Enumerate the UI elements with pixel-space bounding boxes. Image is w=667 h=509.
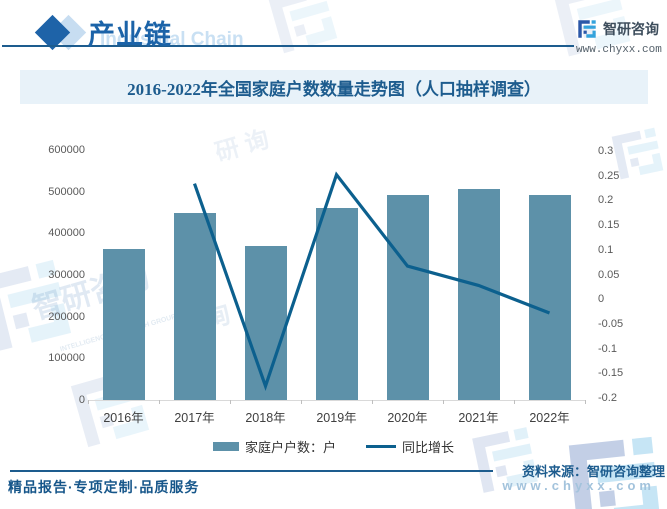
- left-axis-tick-label: 100000: [48, 352, 85, 365]
- right-axis-tick-label: 0: [598, 293, 605, 306]
- category-label: 2017年: [174, 411, 215, 425]
- legend-item: 同比增长: [366, 437, 454, 456]
- footer-divider: [10, 470, 493, 472]
- brand-block: 智研咨询 www.chyxx.com: [576, 18, 666, 56]
- right-axis-tick-label: -0.15: [598, 367, 624, 380]
- bar: [244, 246, 287, 400]
- left-axis-tick-label: 200000: [48, 310, 85, 323]
- x-axis-line: [88, 400, 585, 401]
- brand-url: www.chyxx.com: [576, 44, 662, 56]
- left-axis-tick-label: 600000: [48, 144, 85, 156]
- x-axis-tick: [585, 400, 586, 404]
- right-axis-tick-label: 0.25: [598, 169, 620, 182]
- left-axis-tick-label: 300000: [48, 269, 85, 281]
- legend-item: 家庭户户数：户: [212, 437, 336, 456]
- left-axis-tick-label: 500000: [48, 185, 85, 198]
- left-axis-tick-label: 400000: [48, 227, 85, 240]
- chart-title-band: 2016-2022年全国家庭户数数量走势图（人口抽样调查）: [20, 70, 648, 104]
- category-label: 2018年: [245, 411, 286, 425]
- x-axis-tick: [514, 400, 515, 404]
- legend-label: 同比增长: [402, 440, 455, 455]
- header-divider: [2, 45, 574, 47]
- x-axis-tick: [301, 400, 302, 404]
- bar: [173, 213, 216, 400]
- right-axis-tick-label: 0.1: [598, 243, 614, 256]
- x-axis-tick: [372, 400, 373, 404]
- right-axis-tick-label: 0.05: [598, 268, 620, 281]
- footer-url: www.chyxx.com: [502, 478, 655, 493]
- bar: [528, 194, 571, 400]
- chart-legend: 家庭户户数：户 同比增长: [0, 437, 667, 456]
- x-axis-tick: [159, 400, 160, 404]
- section-subtitle: Industrial Chain: [100, 29, 244, 50]
- x-axis-tick: [443, 400, 444, 404]
- footer-slogan: 精品报告·专项定制·品质服务: [8, 479, 200, 495]
- right-axis-tick-label: -0.2: [598, 392, 617, 404]
- bar: [457, 188, 500, 400]
- legend-label: 家庭户户数：户: [244, 440, 336, 455]
- right-axis-tick-label: -0.1: [598, 342, 617, 355]
- legend-bar-swatch: [212, 442, 239, 451]
- bar: [102, 248, 145, 400]
- category-label: 2019年: [316, 411, 357, 425]
- right-axis-tick-label: 0.3: [598, 145, 614, 157]
- footer-source: 资料来源：智研咨询整理: [521, 464, 665, 479]
- right-axis-tick-label: 0.15: [598, 219, 620, 232]
- x-axis-tick: [230, 400, 231, 404]
- category-label: 2022年: [529, 411, 570, 425]
- section-title: 产业链: [88, 20, 172, 50]
- category-label: 2021年: [458, 411, 499, 425]
- left-axis-tick-label: 0: [78, 394, 85, 406]
- category-label: 2016年: [103, 411, 144, 425]
- bar: [386, 194, 429, 400]
- right-axis-tick-label: -0.05: [598, 317, 624, 330]
- bar: [315, 207, 358, 400]
- right-axis-tick-label: 0.2: [598, 194, 614, 207]
- x-axis-tick: [88, 400, 89, 404]
- brand-name: 智研咨询: [603, 21, 659, 37]
- chart-title: 2016-2022年全国家庭户数数量走势图（人口抽样调查）: [127, 79, 541, 99]
- category-label: 2020年: [387, 411, 428, 425]
- legend-line-swatch: [366, 445, 396, 448]
